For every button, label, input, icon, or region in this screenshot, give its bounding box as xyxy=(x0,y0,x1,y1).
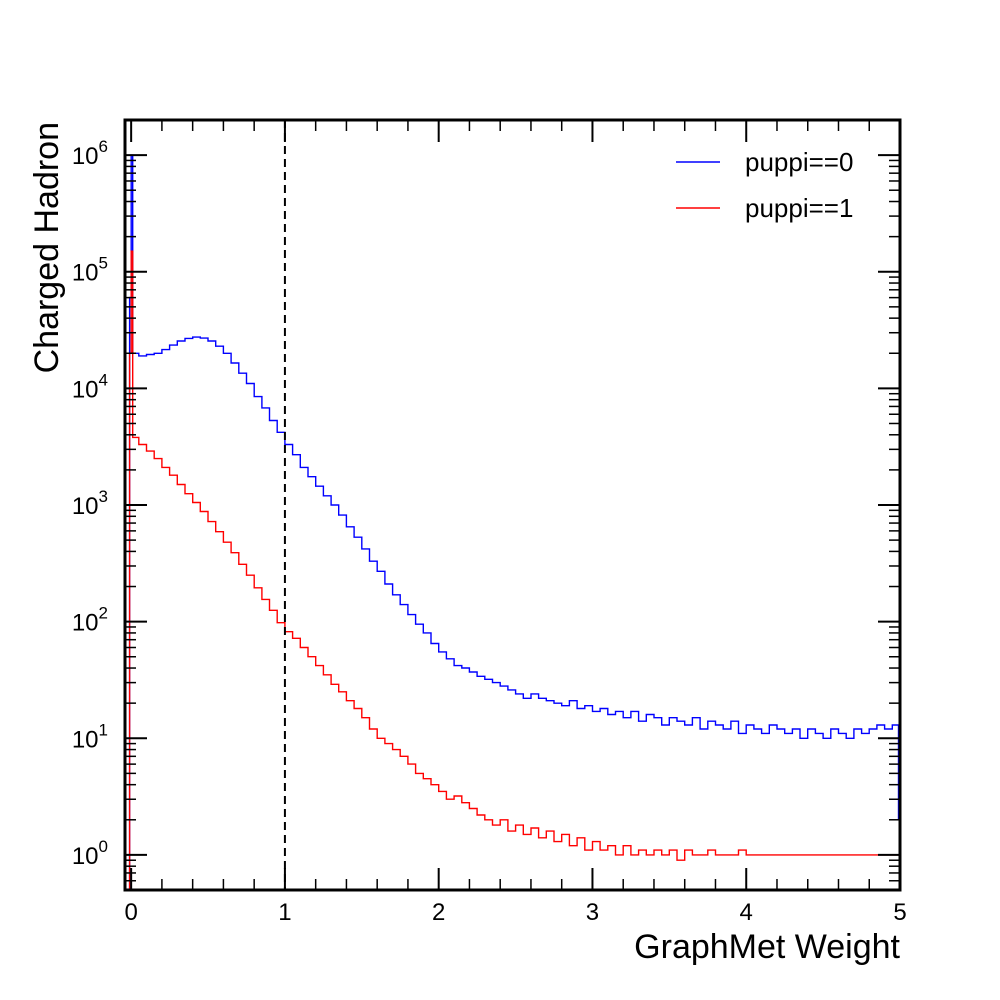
x-tick-label: 4 xyxy=(740,899,753,926)
x-tick-label: 5 xyxy=(893,899,906,926)
y-tick-label: 100 xyxy=(72,837,108,870)
legend-label-puppi-1: puppi==1 xyxy=(745,193,853,223)
legend: puppi==0 puppi==1 xyxy=(676,147,853,223)
y-tick-label: 105 xyxy=(72,254,108,287)
x-tick-label: 2 xyxy=(432,899,445,926)
y-tick-label: 106 xyxy=(72,137,108,170)
tick-layer: 0 1 2 3 4 5 100 101 102 103 104 105 106 xyxy=(72,119,907,926)
x-tick-label: 1 xyxy=(278,899,291,926)
series-line-puppi-0 xyxy=(128,154,900,890)
plot-frame xyxy=(123,118,902,892)
x-tick-label: 0 xyxy=(124,899,137,926)
y-tick-label: 102 xyxy=(72,604,108,637)
legend-label-puppi-0: puppi==0 xyxy=(745,147,853,177)
x-tick-label: 3 xyxy=(586,899,599,926)
y-axis-title: Charged Hadron xyxy=(28,122,66,373)
y-tick-label: 101 xyxy=(72,720,108,753)
x-axis-title: GraphMet Weight xyxy=(634,928,900,966)
series-line-puppi-1 xyxy=(128,250,900,890)
y-tick-label: 104 xyxy=(72,370,108,403)
y-tick-label: 103 xyxy=(72,487,108,520)
data-layer xyxy=(128,154,900,890)
